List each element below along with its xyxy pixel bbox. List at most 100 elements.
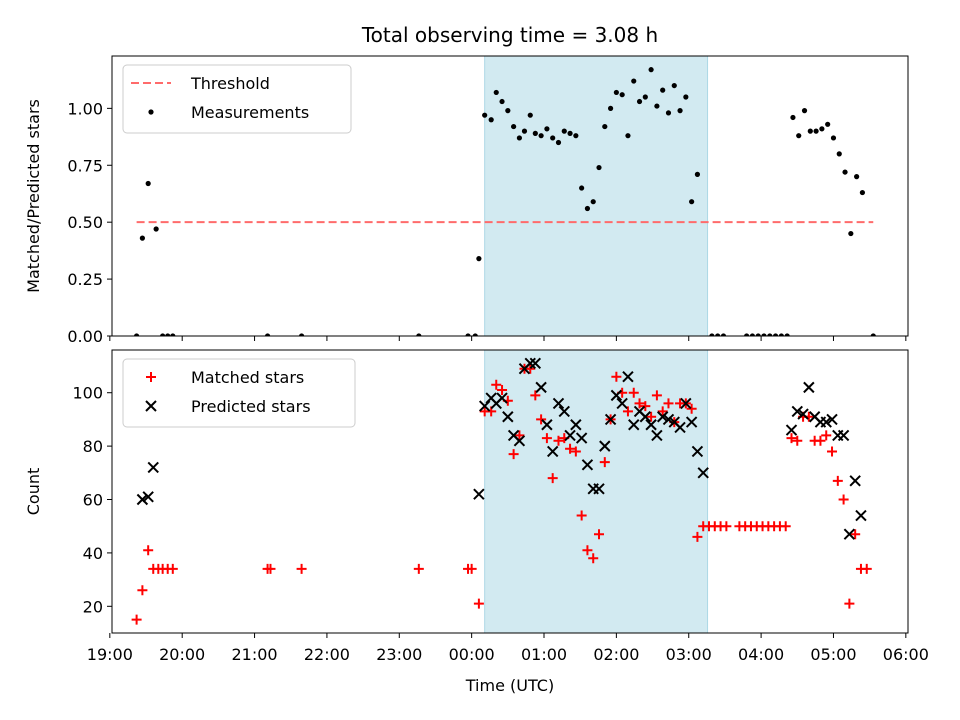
matched-point <box>628 387 639 398</box>
legend: Threshold Measurements <box>122 64 352 134</box>
legend-predicted-swatch <box>145 400 157 412</box>
measurement-point <box>683 94 689 100</box>
predicted-point <box>656 411 669 423</box>
top-panel: 0.00 0.25 0.50 0.75 1.00 Matched/Predicted st… <box>24 55 909 346</box>
measurement-point <box>636 98 643 105</box>
measurement-point <box>848 230 854 237</box>
matched-point <box>570 446 581 457</box>
matched-point <box>491 379 502 390</box>
predicted-point <box>593 483 605 495</box>
predicted-point <box>849 475 861 487</box>
predicted-point <box>785 424 798 436</box>
matched-point <box>296 563 307 574</box>
matched-point <box>536 414 547 425</box>
matched-point <box>466 563 477 574</box>
measurement-point <box>859 189 866 196</box>
y-tick-label: 0.25 <box>67 270 103 289</box>
predicted-point <box>797 408 809 420</box>
x-tick-label: 23:00 <box>376 645 422 664</box>
y-tick-label: 40 <box>83 544 103 563</box>
measurement-point <box>720 333 727 336</box>
measurement-point <box>870 333 876 336</box>
measurement-point <box>532 130 538 136</box>
predicted-point <box>552 397 565 410</box>
matched-point <box>541 433 552 444</box>
x-tick-label: 03:00 <box>666 645 712 664</box>
measurement-point <box>801 108 808 114</box>
matched-point <box>780 521 791 532</box>
measurement-point <box>625 133 631 139</box>
measurement-point <box>511 123 517 130</box>
y-tick-label: 0.75 <box>67 156 103 175</box>
measurement-point <box>642 94 648 100</box>
matched-point <box>611 371 622 382</box>
measurement-point <box>842 169 848 175</box>
measurement-point <box>465 333 471 336</box>
y-tick-label: 1.00 <box>67 99 103 118</box>
series-predicted-stars <box>136 357 867 540</box>
predicted-point <box>599 440 611 452</box>
matched-point <box>634 398 645 409</box>
matched-point <box>832 475 843 486</box>
matched-point <box>657 406 668 417</box>
legend-box <box>122 64 352 134</box>
measurement-point <box>689 199 695 205</box>
predicted-point <box>662 413 675 426</box>
legend-label: Predicted stars <box>191 397 311 416</box>
matched-point <box>582 545 593 556</box>
measurement-point <box>819 126 825 132</box>
measurement-point <box>165 333 171 336</box>
matched-point <box>143 545 154 556</box>
matched-point <box>530 390 541 401</box>
measurement-point <box>170 333 176 336</box>
matched-point <box>827 446 838 457</box>
matched-point <box>821 430 832 441</box>
measurement-point <box>527 112 533 118</box>
legend-label: Threshold <box>190 74 270 93</box>
measurement-point <box>521 128 528 134</box>
series-measurements <box>134 67 876 336</box>
predicted-point <box>680 397 692 410</box>
measurement-point <box>796 133 802 139</box>
predicted-point <box>496 392 508 404</box>
measurement-point <box>665 110 672 116</box>
plot-area <box>131 357 872 625</box>
measurement-point <box>619 92 625 98</box>
x-tick-label: 22:00 <box>304 645 350 664</box>
matched-point <box>815 435 826 446</box>
legend-matched-swatch <box>146 372 156 382</box>
matched-point <box>137 585 148 596</box>
predicted-point <box>691 445 704 458</box>
predicted-point <box>558 405 570 418</box>
predicted-point <box>803 381 815 394</box>
measurement-point <box>538 133 544 139</box>
measurement-point <box>482 112 488 118</box>
legend-box <box>122 358 356 428</box>
predicted-point <box>524 357 536 370</box>
matched-point <box>692 531 703 542</box>
measurement-point <box>772 333 779 336</box>
matched-point <box>167 563 178 574</box>
matched-point <box>640 401 651 412</box>
measurement-point <box>567 130 573 136</box>
y-tick-label: 0.00 <box>67 327 103 346</box>
matched-point <box>786 433 797 444</box>
predicted-point <box>639 411 652 423</box>
predicted-point <box>529 357 542 370</box>
matched-point <box>497 385 508 396</box>
measurement-point <box>854 174 860 180</box>
predicted-point <box>541 419 553 431</box>
matched-point <box>265 563 276 574</box>
x-tick-label: 19:00 <box>87 645 133 664</box>
measurement-point <box>584 205 591 212</box>
measurement-point <box>677 108 683 114</box>
predicted-point <box>645 419 657 431</box>
legend-label: Measurements <box>191 103 309 122</box>
matched-point <box>721 521 732 532</box>
y-tick-label: 20 <box>83 597 103 616</box>
measurement-point <box>516 135 523 141</box>
predicted-point <box>564 429 576 442</box>
measurement-point <box>573 133 579 139</box>
predicted-point <box>142 491 154 503</box>
